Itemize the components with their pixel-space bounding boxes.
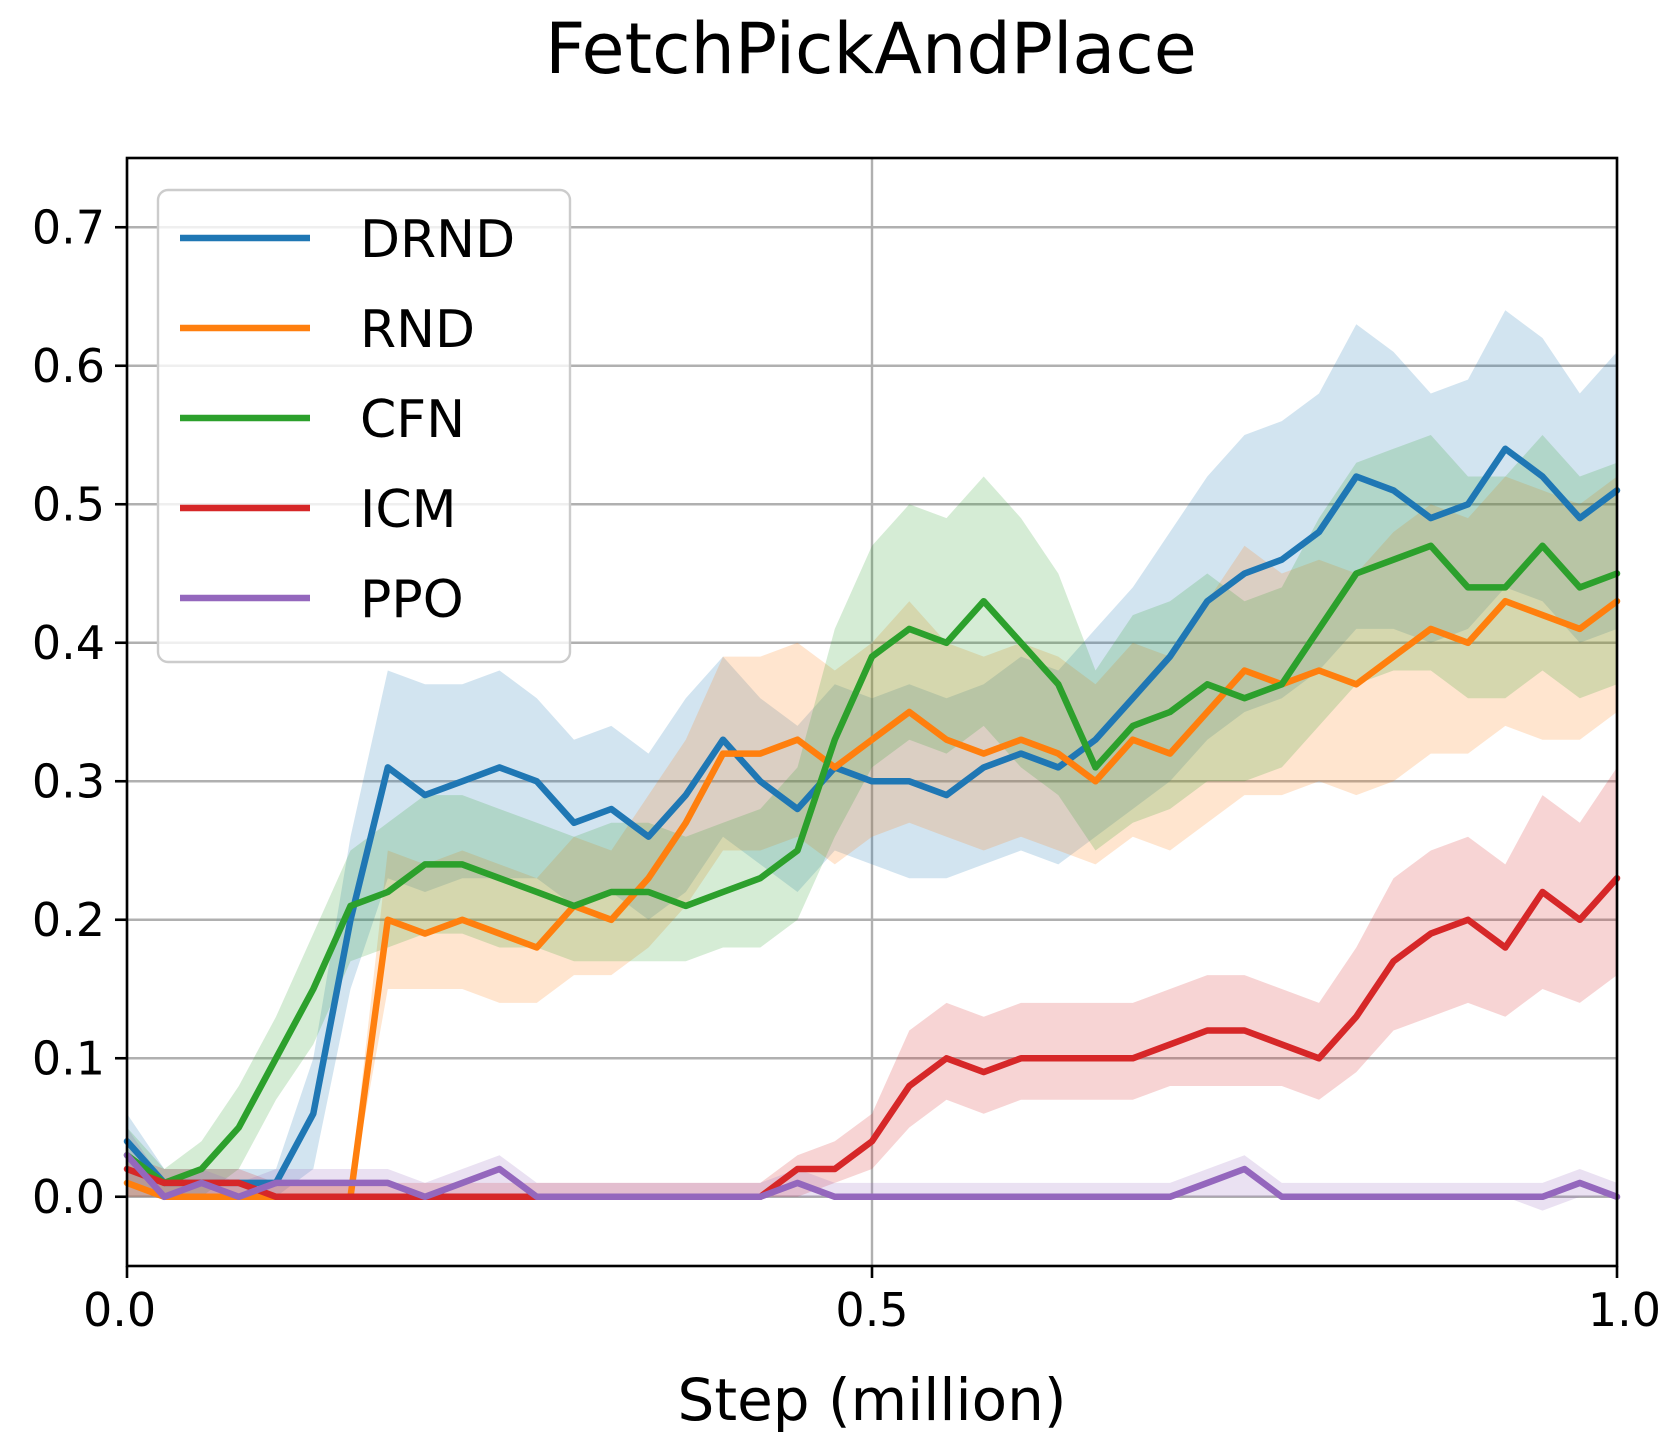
series-lines — [123, 445, 1621, 1201]
band-ppo — [127, 1127, 1617, 1211]
confidence-bands — [127, 310, 1617, 1211]
legend-label-ppo: PPO — [360, 570, 464, 630]
y-tick-label: 0.2 — [32, 893, 105, 947]
legend-box — [156, 188, 572, 664]
band-drnd — [127, 310, 1617, 1197]
x-tick-label: 0.0 — [83, 1283, 156, 1337]
y-tick-label: 0.0 — [32, 1170, 105, 1224]
x-axis-label: Step (million) — [678, 1366, 1067, 1434]
series-line-icm — [123, 874, 1621, 1201]
y-tick-label: 0.1 — [32, 1031, 105, 1085]
y-tick-label: 0.4 — [32, 616, 105, 670]
x-tick-label: 1.0 — [1588, 1283, 1661, 1337]
y-tick-label: 0.3 — [32, 754, 105, 808]
axis-ticks: 0.0 0.1 0.2 0.3 0.4 0.5 0.6 0.7 0.0 0.5 1.0 — [32, 200, 1661, 1337]
legend-label-cfn: CFN — [360, 390, 465, 450]
series-line-cfn — [123, 542, 1621, 1187]
series-line-rnd — [123, 597, 1621, 1201]
chart-title: FetchPickAndPlace — [545, 8, 1197, 90]
x-tick-label: 0.5 — [835, 1283, 908, 1337]
series-line-ppo — [123, 1151, 1621, 1201]
legend-label-rnd: RND — [360, 300, 475, 360]
y-tick-label: 0.6 — [32, 339, 105, 393]
band-cfn — [127, 435, 1617, 1197]
legend-label-icm: ICM — [360, 480, 457, 540]
series-line-drnd — [123, 445, 1621, 1187]
legend-label-drnd: DRND — [360, 210, 515, 270]
legend: DRND RND CFN ICM PPO — [156, 188, 572, 664]
y-tick-label: 0.7 — [32, 200, 105, 254]
y-tick-label: 0.5 — [32, 477, 105, 531]
band-rnd — [127, 476, 1617, 1197]
